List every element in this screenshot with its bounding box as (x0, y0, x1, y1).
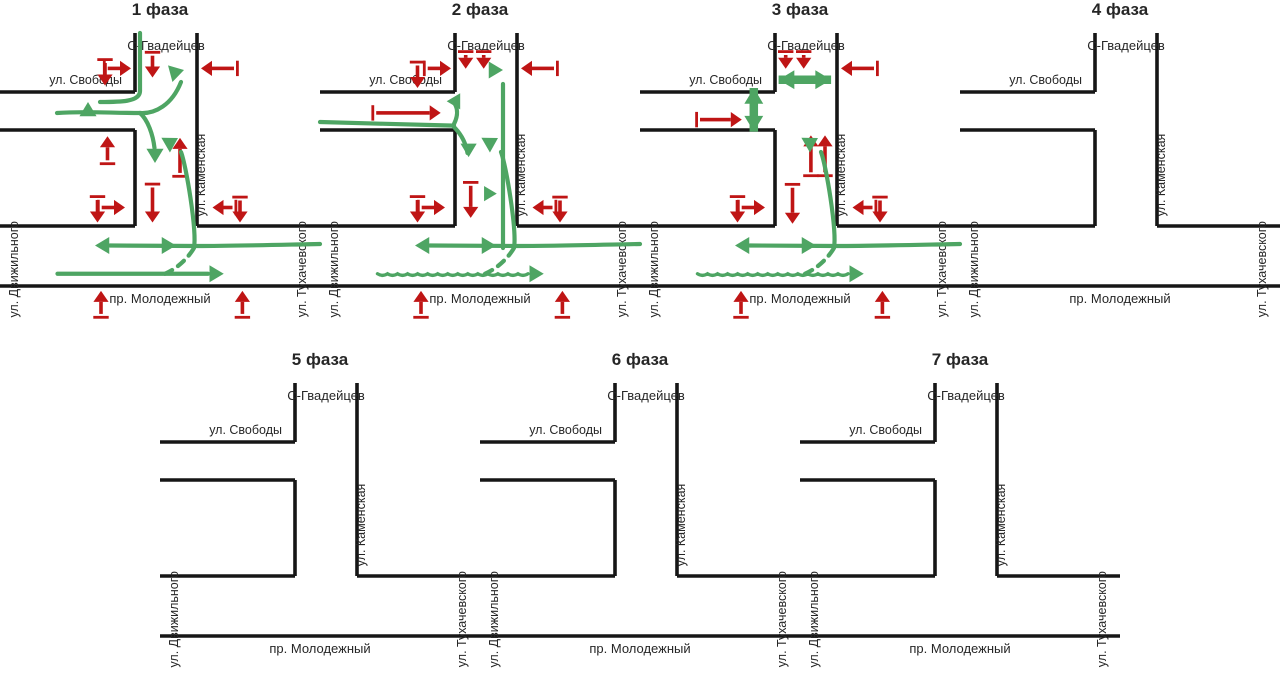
svg-text:ул. Свободы: ул. Свободы (1009, 73, 1082, 87)
svg-text:ул. Каменская: ул. Каменская (1154, 134, 1168, 217)
svg-text:6 фаза: 6 фаза (612, 350, 669, 369)
svg-text:ул. Движильного: ул. Движильного (167, 571, 181, 668)
svg-text:ул. Каменская: ул. Каменская (834, 134, 848, 217)
svg-text:ул. Тухачевского: ул. Тухачевского (1095, 571, 1109, 667)
svg-text:ул. Тухачевского: ул. Тухачевского (935, 221, 949, 317)
svg-text:пр. Молодежный: пр. Молодежный (909, 641, 1010, 656)
svg-text:ул. Тухачевского: ул. Тухачевского (775, 571, 789, 667)
svg-text:5 фаза: 5 фаза (292, 350, 349, 369)
svg-text:3 фаза: 3 фаза (772, 0, 829, 19)
svg-text:С-Гвадейцев: С-Гвадейцев (927, 388, 1005, 403)
svg-text:ул. Тухачевского: ул. Тухачевского (295, 221, 309, 317)
svg-text:ул. Движильного: ул. Движильного (327, 221, 341, 318)
svg-text:ул. Движильного: ул. Движильного (487, 571, 501, 668)
svg-text:ул. Тухачевского: ул. Тухачевского (455, 571, 469, 667)
svg-text:С-Гвадейцев: С-Гвадейцев (607, 388, 685, 403)
svg-text:4 фаза: 4 фаза (1092, 0, 1149, 19)
svg-text:ул. Тухачевского: ул. Тухачевского (1255, 221, 1269, 317)
svg-text:ул. Каменская: ул. Каменская (194, 134, 208, 217)
svg-text:С-Гвадейцев: С-Гвадейцев (287, 388, 365, 403)
svg-text:ул. Каменская: ул. Каменская (674, 484, 688, 567)
svg-text:ул. Каменская: ул. Каменская (514, 134, 528, 217)
svg-text:7 фаза: 7 фаза (932, 350, 989, 369)
svg-text:ул. Движильного: ул. Движильного (967, 221, 981, 318)
svg-text:ул. Движильного: ул. Движильного (647, 221, 661, 318)
svg-text:ул. Каменская: ул. Каменская (354, 484, 368, 567)
svg-text:С-Гвадейцев: С-Гвадейцев (1087, 38, 1165, 53)
svg-text:ул. Свободы: ул. Свободы (369, 73, 442, 87)
svg-text:ул. Свободы: ул. Свободы (209, 423, 282, 437)
svg-text:ул. Свободы: ул. Свободы (529, 423, 602, 437)
svg-text:ул. Свободы: ул. Свободы (689, 73, 762, 87)
svg-text:пр. Молодежный: пр. Молодежный (589, 641, 690, 656)
svg-text:ул. Каменская: ул. Каменская (994, 484, 1008, 567)
svg-text:ул. Свободы: ул. Свободы (849, 423, 922, 437)
svg-text:ул. Тухачевского: ул. Тухачевского (615, 221, 629, 317)
svg-text:пр. Молодежный: пр. Молодежный (269, 641, 370, 656)
svg-text:пр. Молодежный: пр. Молодежный (109, 291, 210, 306)
svg-text:1 фаза: 1 фаза (132, 0, 189, 19)
svg-text:пр. Молодежный: пр. Молодежный (429, 291, 530, 306)
svg-text:пр. Молодежный: пр. Молодежный (749, 291, 850, 306)
svg-text:ул. Движильного: ул. Движильного (7, 221, 21, 318)
svg-text:2 фаза: 2 фаза (452, 0, 509, 19)
svg-text:пр. Молодежный: пр. Молодежный (1069, 291, 1170, 306)
svg-text:ул. Движильного: ул. Движильного (807, 571, 821, 668)
